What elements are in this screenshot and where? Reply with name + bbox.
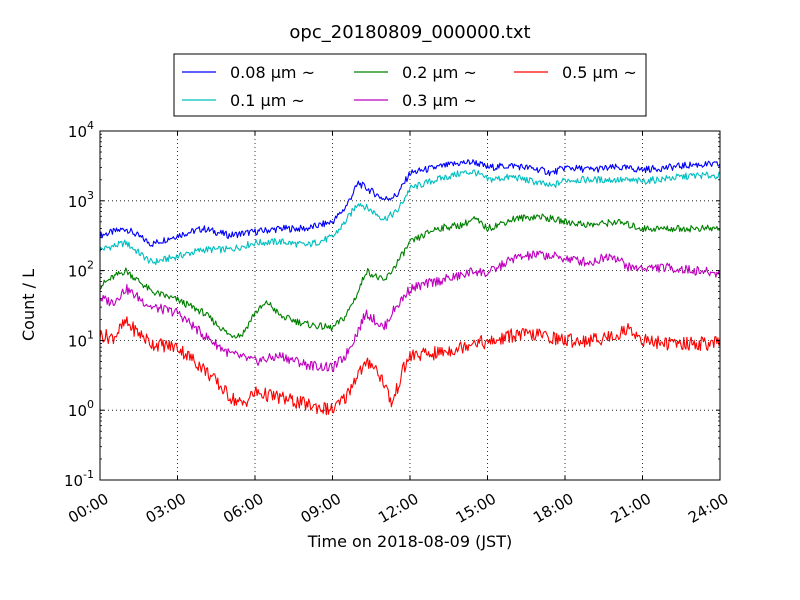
legend-label: 0.5 μm ~: [562, 63, 637, 82]
series-line: [99, 169, 721, 266]
y-tick-label: 104: [68, 119, 94, 141]
series-line: [99, 159, 721, 247]
x-tick-label: 15:00: [453, 490, 499, 527]
y-tick-label: 100: [68, 398, 94, 420]
y-tick-label: 101: [68, 328, 94, 350]
x-tick-label: 09:00: [298, 490, 344, 527]
series-line: [99, 250, 721, 373]
x-tick-label: 18:00: [530, 490, 576, 527]
y-tick-label: 10-1: [64, 468, 94, 490]
legend-label: 0.2 μm ~: [402, 63, 477, 82]
x-tick-label: 06:00: [220, 490, 266, 527]
y-axis-label: Count / L: [19, 269, 38, 341]
series-line: [99, 316, 721, 416]
legend-label: 0.08 μm ~: [230, 63, 315, 82]
x-tick-label: 21:00: [608, 490, 654, 527]
axis-ticks: [99, 130, 721, 481]
legend-label: 0.3 μm ~: [402, 91, 477, 110]
y-tick-labels: 10-1 100 101 102 103 104: [64, 119, 94, 490]
x-tick-label: 12:00: [375, 490, 421, 527]
x-tick-labels: 00:00 03:00 06:00 09:00 12:00 15:00 18:00 21:00…: [65, 490, 731, 527]
x-axis-label: Time on 2018-08-09 (JST): [307, 532, 512, 551]
legend: 0.08 μm ~ 0.1 μm ~ 0.2 μm ~ 0.3 μm ~ 0.5 μm …: [173, 53, 647, 117]
legend-label: 0.1 μm ~: [230, 91, 305, 110]
y-tick-label: 103: [68, 189, 94, 211]
x-tick-label: 00:00: [65, 490, 111, 527]
series-lines: [99, 159, 721, 416]
chart-title: opc_20180809_000000.txt: [289, 22, 530, 43]
y-tick-label: 102: [68, 259, 94, 281]
series-line: [99, 213, 721, 339]
x-tick-label: 03:00: [143, 490, 189, 527]
legend-box: [173, 53, 647, 117]
grid: [100, 131, 720, 480]
x-tick-label: 24:00: [685, 490, 731, 527]
